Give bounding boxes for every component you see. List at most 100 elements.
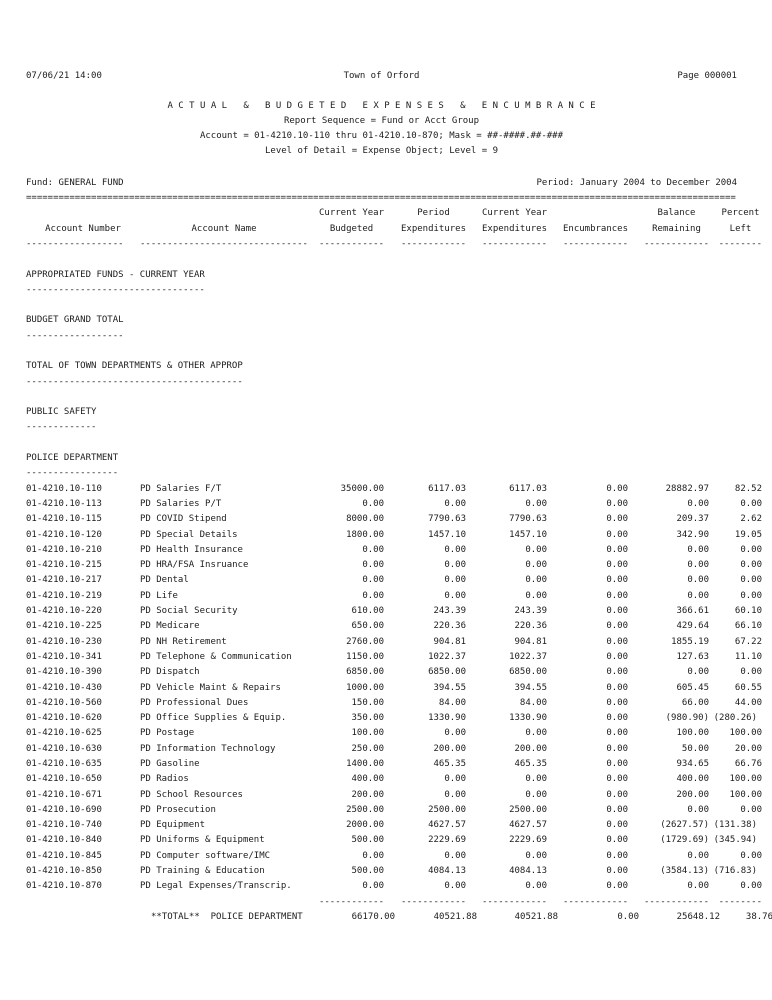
balance-remaining-cell: 1855.19 bbox=[671, 636, 709, 647]
table-row: 01-4210.10-215 PD HRA/FSA Insruance 0.00 0.… bbox=[26, 558, 762, 573]
table-row: 01-4210.10-635 PD Gasoline 1400.00 465.35 46… bbox=[26, 756, 762, 771]
account-number-cell: 01-4210.10-625 bbox=[26, 728, 102, 739]
balance-remaining-cell: 127.63 bbox=[676, 651, 709, 662]
column-header-row-2: Account Number Account Name Budgeted Expend… bbox=[26, 221, 751, 236]
encumbrances-cell: 0.00 bbox=[606, 743, 628, 754]
budgeted-cell: 1400.00 bbox=[346, 759, 384, 769]
section-label: APPROPRIATED FUNDS - CURRENT YEAR bbox=[26, 269, 205, 280]
budgeted-cell: 2500.00 bbox=[346, 804, 384, 815]
percent-left-cell: 0.00 bbox=[740, 575, 762, 586]
table-rows: 01-4210.10-110 PD Salaries F/T 35000.00 611… bbox=[26, 481, 762, 894]
dash-underline: ------------ bbox=[400, 896, 466, 907]
section-underline: --------------------------------- bbox=[26, 284, 205, 295]
table-row: 01-4210.10-115 PD COVID Stipend 8000.00 779… bbox=[26, 512, 762, 527]
period-expenditures-cell: 243.39 bbox=[433, 606, 466, 617]
current-year-expenditures-cell: 0.00 bbox=[525, 789, 547, 800]
table-row: 01-4210.10-850 PD Training & Education 500… bbox=[26, 863, 757, 878]
budgeted-cell: 100.00 bbox=[351, 728, 384, 739]
current-year-expenditures-cell: 0.00 bbox=[525, 544, 547, 555]
account-name-cell: PD Salaries F/T bbox=[140, 483, 222, 494]
budgeted-cell: 1000.00 bbox=[346, 682, 384, 693]
account-number-cell: 01-4210.10-120 bbox=[26, 529, 102, 540]
balance-remaining-cell: (3584.13) bbox=[660, 866, 709, 877]
account-name-cell: PD COVID Stipend bbox=[140, 514, 227, 525]
table-row: 01-4210.10-219 PD Life 0.00 0.00 0.00 0.00 0.0… bbox=[26, 588, 762, 603]
current-year-expenditures-cell: 0.00 bbox=[525, 590, 547, 601]
current-year-expenditures-cell: 904.81 bbox=[514, 636, 547, 647]
account-number-cell: 01-4210.10-845 bbox=[26, 850, 102, 861]
budgeted-cell: 0.00 bbox=[362, 590, 384, 601]
totals-label-cell: **TOTAL** POLICE DEPARTMENT bbox=[151, 911, 303, 922]
current-year-expenditures-cell: 0.00 bbox=[525, 850, 547, 861]
budgeted-cell: 650.00 bbox=[351, 621, 384, 632]
current-year-expenditures-cell: 0.00 bbox=[525, 575, 547, 586]
dash-underline: ------------ bbox=[562, 238, 628, 249]
current-year-expenditures-cell: 243.39 bbox=[514, 606, 547, 617]
period-expenditures-cell: 0.00 bbox=[444, 575, 466, 586]
account-name-cell: PD Information Technology bbox=[140, 743, 276, 754]
current-year-expenditures-cell: 1457.10 bbox=[509, 529, 547, 540]
table-row: 01-4210.10-560 PD Professional Dues 150.00… bbox=[26, 695, 762, 710]
dash-underline: ------------------------------- bbox=[140, 238, 308, 249]
encumbrances-cell: 0.00 bbox=[606, 820, 628, 831]
current-year-expenditures-cell: 2229.69 bbox=[509, 835, 547, 846]
totals-row: **TOTAL** POLICE DEPARTMENT 66170.00 40521… bbox=[26, 909, 772, 924]
budgeted-cell: 2760.00 bbox=[346, 636, 384, 647]
account-number-cell: 01-4210.10-560 bbox=[26, 697, 102, 708]
column-header-line-2: Account Number Account Name Budgeted Expend… bbox=[26, 221, 751, 236]
period-expenditures-cell: 0.00 bbox=[444, 560, 466, 571]
percent-left-cell: 0.00 bbox=[740, 590, 762, 601]
percent-left-cell: 60.10 bbox=[734, 606, 762, 617]
dash-underline: ------------------ bbox=[26, 238, 124, 249]
current-year-expenditures-cell: 4084.13 bbox=[509, 866, 547, 877]
account-number-cell: 01-4210.10-110 bbox=[26, 483, 102, 494]
period-expenditures-cell: 0.00 bbox=[444, 498, 466, 509]
budgeted-cell: 250.00 bbox=[351, 743, 384, 754]
dash-underline: ------------ bbox=[481, 238, 547, 249]
column-label: Expenditures bbox=[401, 223, 467, 234]
encumbrances-cell: 0.00 bbox=[606, 728, 628, 739]
dash-underline: -------- bbox=[718, 896, 762, 907]
account-number-cell: 01-4210.10-113 bbox=[26, 498, 102, 509]
encumbrances-cell: 0.00 bbox=[606, 636, 628, 647]
section-underline: ------------------ bbox=[26, 330, 124, 341]
totals-dash-line: ------------ ------------ ------------ ----… bbox=[26, 894, 762, 909]
current-year-expenditures-cell: 465.35 bbox=[514, 759, 547, 769]
account-number-cell: 01-4210.10-230 bbox=[26, 636, 102, 647]
encumbrances-cell: 0.00 bbox=[606, 483, 628, 494]
percent-left-cell: 100.00 bbox=[729, 774, 762, 785]
encumbrances-cell: 0.00 bbox=[606, 514, 628, 525]
table-row: 01-4210.10-217 PD Dental 0.00 0.00 0.00 0.00 0… bbox=[26, 573, 762, 588]
section-block: TOTAL OF TOWN DEPARTMENTS & OTHER APPROP… bbox=[26, 359, 737, 390]
current-year-expenditures-cell: 394.55 bbox=[514, 682, 547, 693]
balance-remaining-cell: 0.00 bbox=[687, 850, 709, 861]
period-expenditures-cell: 7790.63 bbox=[428, 514, 466, 525]
encumbrances-cell: 0.00 bbox=[606, 529, 628, 540]
section-underline: ------------- bbox=[26, 422, 97, 433]
percent-left-cell: 66.76 bbox=[734, 759, 762, 769]
period-expenditures-cell: 200.00 bbox=[433, 743, 466, 754]
table-row: 01-4210.10-625 PD Postage 100.00 0.00 0.00 0.… bbox=[26, 726, 762, 741]
current-year-expenditures-cell: 2500.00 bbox=[509, 804, 547, 815]
balance-remaining-cell: 50.00 bbox=[681, 743, 709, 754]
account-name-cell: PD Uniforms & Equipment bbox=[140, 835, 265, 846]
current-year-expenditures-cell: 0.00 bbox=[525, 881, 547, 892]
account-name-cell: PD School Resources bbox=[140, 789, 243, 800]
account-number-cell: 01-4210.10-671 bbox=[26, 789, 102, 800]
account-name-cell: PD Salaries P/T bbox=[140, 498, 222, 509]
column-label bbox=[552, 208, 633, 218]
period-expenditures-cell: 2500.00 bbox=[428, 804, 466, 815]
period-expenditures-cell: 904.81 bbox=[433, 636, 466, 647]
column-label: Current Year bbox=[482, 208, 548, 219]
encumbrances-cell: 0.00 bbox=[606, 804, 628, 815]
section-headers: APPROPRIATED FUNDS - CURRENT YEAR -------… bbox=[26, 267, 737, 481]
account-number-cell: 01-4210.10-635 bbox=[26, 759, 102, 769]
totals-dashes-row: ------------ ------------ ------------ ----… bbox=[26, 894, 762, 909]
period-expenditures-cell: 6117.03 bbox=[428, 483, 466, 494]
account-number-cell: 01-4210.10-430 bbox=[26, 682, 102, 693]
table-row: 01-4210.10-671 PD School Resources 200.00 0… bbox=[26, 787, 762, 802]
balance-remaining-cell: 0.00 bbox=[687, 881, 709, 892]
period-expenditures-cell: 1022.37 bbox=[428, 651, 466, 662]
percent-left-cell: 82.52 bbox=[734, 483, 762, 494]
budgeted-cell: 200.00 bbox=[351, 789, 384, 800]
